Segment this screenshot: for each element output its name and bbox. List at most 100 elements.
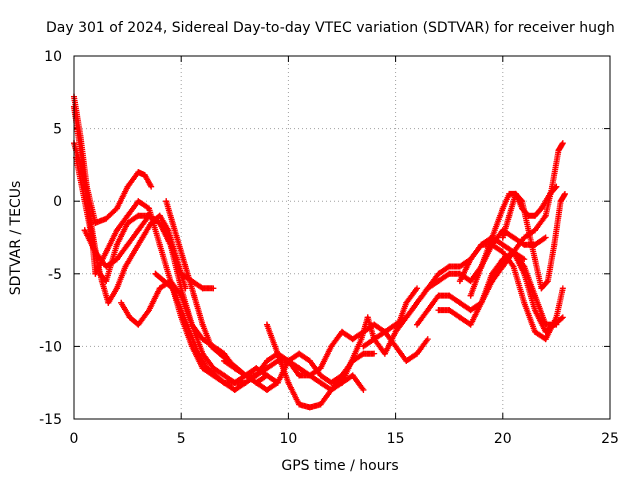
data-point xyxy=(358,336,365,343)
data-point xyxy=(92,219,99,226)
data-point xyxy=(306,404,313,411)
data-point xyxy=(263,372,270,379)
data-point xyxy=(510,263,517,270)
data-point xyxy=(98,278,105,285)
series-arc-18 xyxy=(456,241,566,343)
data-point xyxy=(152,270,159,277)
data-point xyxy=(242,372,249,379)
chart-title: Day 301 of 2024, Sidereal Day-to-day VTE… xyxy=(46,20,615,36)
data-point xyxy=(199,321,206,328)
data-point xyxy=(489,278,496,285)
data-point xyxy=(210,285,217,292)
data-point xyxy=(403,357,410,364)
data-point xyxy=(414,285,421,292)
data-point xyxy=(113,241,120,248)
data-point xyxy=(306,357,313,364)
plot-frame xyxy=(73,55,611,420)
x-axis-title: GPS time / hours xyxy=(281,458,398,474)
data-point xyxy=(499,256,506,263)
data-point xyxy=(414,350,421,357)
data-point xyxy=(371,350,378,357)
data-point xyxy=(542,212,549,219)
data-point xyxy=(521,234,528,241)
data-point xyxy=(113,205,120,212)
y-tick-label: 5 xyxy=(53,122,62,138)
data-point xyxy=(210,365,217,372)
series-arc-5 xyxy=(81,212,217,292)
data-point xyxy=(263,321,270,328)
data-point xyxy=(403,314,410,321)
data-point xyxy=(148,219,155,226)
data-point xyxy=(544,278,551,285)
data-point xyxy=(521,256,528,263)
data-point xyxy=(263,365,270,372)
data-point xyxy=(531,307,538,314)
data-point xyxy=(113,227,120,234)
data-point xyxy=(360,343,367,350)
data-series xyxy=(71,93,568,411)
data-point xyxy=(118,299,125,306)
data-point xyxy=(414,321,421,328)
data-point xyxy=(231,379,238,386)
data-point xyxy=(435,270,442,277)
data-point xyxy=(499,241,506,248)
data-point xyxy=(351,350,358,357)
data-point xyxy=(538,205,545,212)
data-point xyxy=(392,328,399,335)
data-point xyxy=(221,379,228,386)
data-point xyxy=(478,299,485,306)
data-point xyxy=(499,205,506,212)
series-arc-6 xyxy=(118,278,281,386)
data-point xyxy=(274,350,281,357)
data-point xyxy=(148,183,155,190)
data-point xyxy=(221,357,228,364)
data-point xyxy=(328,379,335,386)
series-arc-21 xyxy=(499,190,568,292)
y-tick-label: 0 xyxy=(53,194,62,210)
data-point xyxy=(141,172,148,179)
x-tick-label: 25 xyxy=(601,431,619,447)
data-point xyxy=(296,372,303,379)
data-point xyxy=(467,256,474,263)
data-point xyxy=(542,234,549,241)
data-point xyxy=(446,292,453,299)
data-point xyxy=(199,336,206,343)
data-point xyxy=(135,198,142,205)
data-point xyxy=(285,379,292,386)
data-point xyxy=(182,263,189,270)
data-point xyxy=(489,234,496,241)
data-point xyxy=(478,263,485,270)
data-point xyxy=(231,386,238,393)
data-point xyxy=(126,314,133,321)
data-point xyxy=(531,292,538,299)
data-point xyxy=(339,379,345,386)
data-point xyxy=(199,285,206,292)
data-point xyxy=(559,140,566,147)
data-point xyxy=(161,278,168,285)
data-point xyxy=(360,386,367,393)
data-point xyxy=(274,379,281,386)
data-point xyxy=(531,256,538,263)
data-point xyxy=(561,190,568,197)
data-point xyxy=(456,263,463,270)
data-point xyxy=(92,249,99,256)
data-point xyxy=(424,336,431,343)
y-axis-title: SDTVAR / TECUs xyxy=(8,181,24,296)
data-point xyxy=(103,263,110,270)
data-point xyxy=(506,190,513,197)
data-point xyxy=(296,350,303,357)
series-arc-20 xyxy=(489,140,566,285)
grid-lines xyxy=(74,56,610,419)
data-point xyxy=(559,285,566,292)
data-point xyxy=(135,169,142,176)
data-point xyxy=(446,270,453,277)
series-trace xyxy=(499,190,568,292)
data-point xyxy=(146,212,153,219)
data-point xyxy=(519,198,526,205)
data-point xyxy=(549,183,556,190)
data-point xyxy=(156,285,163,292)
data-point xyxy=(178,292,185,299)
data-point xyxy=(557,198,564,205)
data-point xyxy=(499,234,506,241)
data-point xyxy=(212,372,219,379)
